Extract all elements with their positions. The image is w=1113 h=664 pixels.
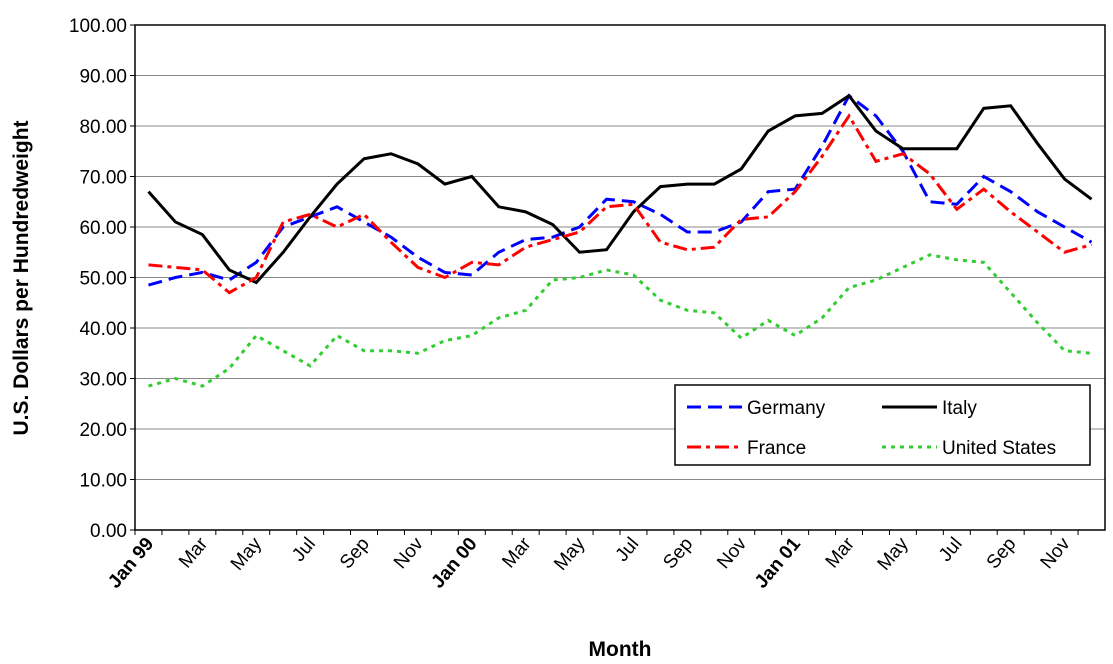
series-line: [148, 253, 1092, 388]
x-tick-label: Jan 00: [428, 534, 482, 593]
y-tick-label: 20.00: [79, 420, 127, 441]
y-tick-label: 40.00: [79, 319, 127, 340]
y-tick-label: 80.00: [79, 117, 127, 138]
x-tick-label: May: [874, 533, 913, 574]
y-tick-label: 70.00: [79, 168, 127, 189]
series-line: [148, 93, 1093, 287]
x-tick-label: May: [550, 533, 589, 574]
y-tick-label: 30.00: [79, 370, 127, 391]
x-tick-label: Jan 99: [104, 534, 158, 593]
x-tick-label: Jul: [612, 534, 644, 566]
x-tick-label: Nov: [713, 533, 751, 573]
x-tick-label: Nov: [390, 533, 428, 573]
legend-label: United States: [942, 438, 1056, 459]
legend-label: France: [747, 438, 806, 459]
x-tick-label: May: [227, 533, 266, 574]
y-tick-label: 10.00: [79, 471, 127, 492]
x-axis-label: Month: [589, 638, 652, 661]
legend-label: Germany: [747, 398, 826, 419]
y-tick-label: 100.00: [69, 16, 127, 37]
legend: [674, 384, 1091, 466]
x-tick-label: Mar: [822, 533, 860, 572]
x-tick-label: Jan 01: [751, 533, 805, 592]
x-tick-label: Nov: [1037, 533, 1075, 573]
y-tick-label: 0.00: [90, 521, 127, 542]
x-tick-label: Sep: [336, 534, 374, 573]
y-axis-label: U.S. Dollars per Hundredweight: [10, 120, 33, 435]
y-tick-label: 50.00: [79, 269, 127, 290]
x-tick-label: Jul: [288, 534, 320, 566]
y-tick-label: 90.00: [79, 67, 127, 88]
x-tick-label: Mar: [498, 533, 536, 572]
x-tick-label: Sep: [659, 534, 697, 573]
x-tick-label: Jul: [935, 534, 967, 566]
x-tick-label: Sep: [983, 534, 1021, 573]
x-tick-label: Mar: [175, 533, 213, 572]
series-line: [147, 93, 1093, 285]
y-tick-label: 60.00: [79, 218, 127, 239]
series-line: [148, 113, 1092, 295]
legend-label: Italy: [942, 398, 977, 419]
